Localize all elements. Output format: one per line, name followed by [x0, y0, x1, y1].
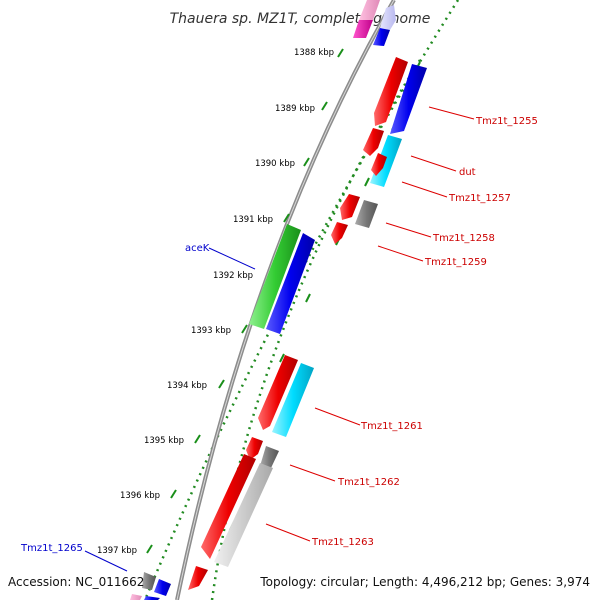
tick-label: 1395 kbp	[144, 436, 184, 446]
leader-line	[208, 247, 256, 270]
gene-arrow[interactable]	[201, 454, 256, 559]
gene-arrow[interactable]	[390, 64, 427, 134]
gene-labels: Tmz1t_1255 dut Tmz1t_1257 Tmz1t_1258 Tmz…	[20, 116, 538, 554]
tick-mark	[364, 177, 370, 187]
tick-mark	[337, 48, 344, 58]
gene-arrow[interactable]	[353, 20, 373, 38]
gene-label-dut[interactable]: dut	[459, 167, 476, 178]
tick-label: 1397 kbp	[97, 546, 137, 556]
gene-arrow[interactable]	[144, 596, 160, 600]
gene-label-tmz1t-1258[interactable]: Tmz1t_1258	[432, 233, 495, 244]
tick-mark	[305, 293, 311, 303]
gene-arrow[interactable]	[214, 463, 273, 567]
tick-label: 1394 kbp	[167, 381, 207, 391]
gene-arrow[interactable]	[380, 5, 396, 30]
tick-mark	[279, 353, 285, 363]
leader-line	[314, 407, 361, 426]
gene-label-acek[interactable]: aceK	[185, 243, 210, 254]
tick-label: 1391 kbp	[233, 215, 273, 225]
gene-arrow[interactable]	[154, 579, 171, 596]
gene-arrow[interactable]	[258, 355, 298, 430]
accession-text: Accession: NC_011662	[8, 575, 144, 589]
tick-mark	[146, 544, 153, 554]
gene-arrow[interactable]	[272, 363, 314, 437]
leader-line	[410, 155, 457, 172]
leader-line	[385, 222, 432, 238]
gene-arrow[interactable]	[363, 128, 384, 156]
leader-line	[289, 464, 336, 482]
leader-line	[401, 181, 448, 198]
tick-label: 1389 kbp	[275, 104, 315, 114]
gene-arrow[interactable]	[370, 135, 402, 187]
gene-label-tmz1t-1262[interactable]: Tmz1t_1262	[337, 477, 400, 488]
gene-label-tmz1t-1259[interactable]: Tmz1t_1259	[424, 257, 487, 268]
gene-arrow[interactable]	[374, 57, 408, 126]
gene-arrow[interactable]	[142, 572, 156, 590]
tick-label: 1392 kbp	[213, 271, 253, 281]
gene-features	[130, 0, 427, 600]
tick-labels: 1388 kbp 1389 kbp 1390 kbp 1391 kbp 1392…	[97, 48, 334, 556]
gene-label-tmz1t-1261[interactable]: Tmz1t_1261	[360, 421, 423, 432]
tick-mark	[321, 101, 328, 111]
gene-label-tmz1t-1255[interactable]: Tmz1t_1255	[475, 116, 538, 127]
gene-arrow[interactable]	[188, 566, 208, 590]
tick-mark	[303, 157, 310, 167]
gene-label-tmz1t-1263[interactable]: Tmz1t_1263	[311, 537, 374, 548]
tick-mark	[241, 324, 248, 334]
gene-arrow[interactable]	[359, 0, 380, 20]
leader-line	[377, 245, 424, 262]
gene-label-tmz1t-1265[interactable]: Tmz1t_1265	[20, 543, 83, 554]
topology-text: Topology: circular; Length: 4,496,212 bp…	[259, 575, 590, 589]
tick-mark	[218, 379, 225, 389]
tick-label: 1393 kbp	[191, 326, 231, 336]
gene-arrow[interactable]	[266, 233, 315, 334]
gene-arrow[interactable]	[371, 153, 387, 176]
gene-arrow[interactable]	[130, 594, 142, 600]
leader-line	[84, 550, 128, 572]
tick-label: 1396 kbp	[120, 491, 160, 501]
gene-arrow[interactable]	[331, 222, 348, 244]
tick-mark	[283, 213, 290, 223]
gene-arrow[interactable]	[249, 224, 301, 329]
gene-label-tmz1t-1257[interactable]: Tmz1t_1257	[448, 193, 511, 204]
leader-lines	[84, 106, 475, 572]
leader-line	[265, 523, 311, 542]
tick-label: 1388 kbp	[294, 48, 334, 58]
tick-mark	[194, 434, 201, 444]
gene-arrow[interactable]	[373, 28, 390, 46]
gene-arrow[interactable]	[340, 194, 360, 220]
gene-arrow[interactable]	[246, 437, 263, 460]
tick-mark	[170, 489, 177, 499]
leader-line	[428, 106, 475, 120]
gene-arrow[interactable]	[260, 446, 279, 468]
tick-label: 1390 kbp	[255, 159, 295, 169]
gene-arrow[interactable]	[355, 200, 378, 228]
